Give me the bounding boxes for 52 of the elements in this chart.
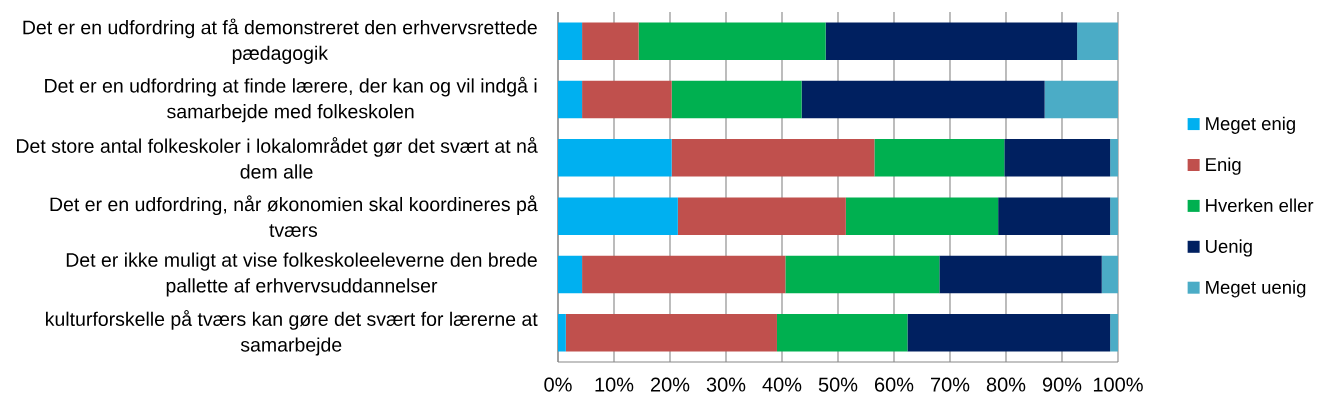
bar — [558, 197, 678, 235]
y-tick-label: Det er en udfordring at få demonstreret den erhvervsrettede pædagogik — [23, 18, 537, 64]
x-tick-label: 30% — [706, 377, 746, 392]
legend-label: Meget uenig — [1206, 280, 1306, 298]
bar — [825, 22, 1078, 60]
legend-label: Enig — [1206, 157, 1241, 175]
x-tick-label: 80% — [986, 377, 1026, 392]
bar — [939, 255, 1102, 294]
bar — [1004, 139, 1111, 177]
legend-label: Meget enig — [1206, 116, 1295, 134]
bar — [907, 314, 1111, 352]
x-tick-label: 70% — [931, 377, 970, 392]
y-tick-label: kulturforskelle på tværs kan gøre det svært for lærerne at samarbejde — [46, 310, 538, 356]
legend-label: Hverken eller — [1206, 198, 1314, 213]
bar — [1044, 80, 1118, 119]
bar — [671, 80, 802, 119]
bar — [558, 255, 583, 294]
bar — [677, 197, 846, 235]
bar — [582, 80, 672, 119]
bar — [801, 80, 1045, 119]
bar — [558, 22, 583, 60]
y-tick-label: Det store antal folkeskoler i lokalområdet gør det svært at nå dem alle — [17, 137, 538, 179]
bar — [845, 197, 999, 235]
bar — [565, 314, 777, 352]
bar — [582, 22, 639, 60]
legend-label: Uenig — [1206, 239, 1252, 257]
bar — [776, 314, 908, 352]
bar — [874, 139, 1005, 177]
bar — [1110, 197, 1118, 235]
bar — [558, 139, 672, 177]
x-tick-label: 90% — [1042, 377, 1082, 392]
bar — [582, 255, 786, 294]
x-tick-label: 10% — [595, 377, 634, 392]
x-tick-label: 50% — [818, 377, 858, 392]
bar — [638, 22, 826, 60]
x-tick-label: 0% — [544, 377, 572, 392]
bar — [1110, 314, 1118, 352]
bar — [1110, 139, 1118, 177]
y-tick-label: Det er ikke muligt at vise folkeskoleeleverne den brede pallette af erhvervsuddannelser — [66, 252, 537, 297]
x-tick-label: 20% — [650, 377, 690, 392]
bar — [785, 255, 940, 294]
bar — [1077, 22, 1118, 60]
bar — [1101, 255, 1118, 294]
x-tick-label: 40% — [762, 377, 802, 392]
bar — [558, 80, 583, 119]
y-tick-label: Det er en udfordring, når økonomien skal koordineres på tværs — [50, 195, 538, 237]
x-tick-label: 60% — [875, 377, 914, 392]
x-tick-label: 100% — [1093, 377, 1143, 392]
bar — [558, 314, 566, 352]
bar — [671, 139, 875, 177]
y-tick-label: Det er en udfordring at finde lærere, der kan og vil indgå i samarbejde med folkeskolen — [45, 76, 537, 123]
bar — [998, 197, 1111, 235]
